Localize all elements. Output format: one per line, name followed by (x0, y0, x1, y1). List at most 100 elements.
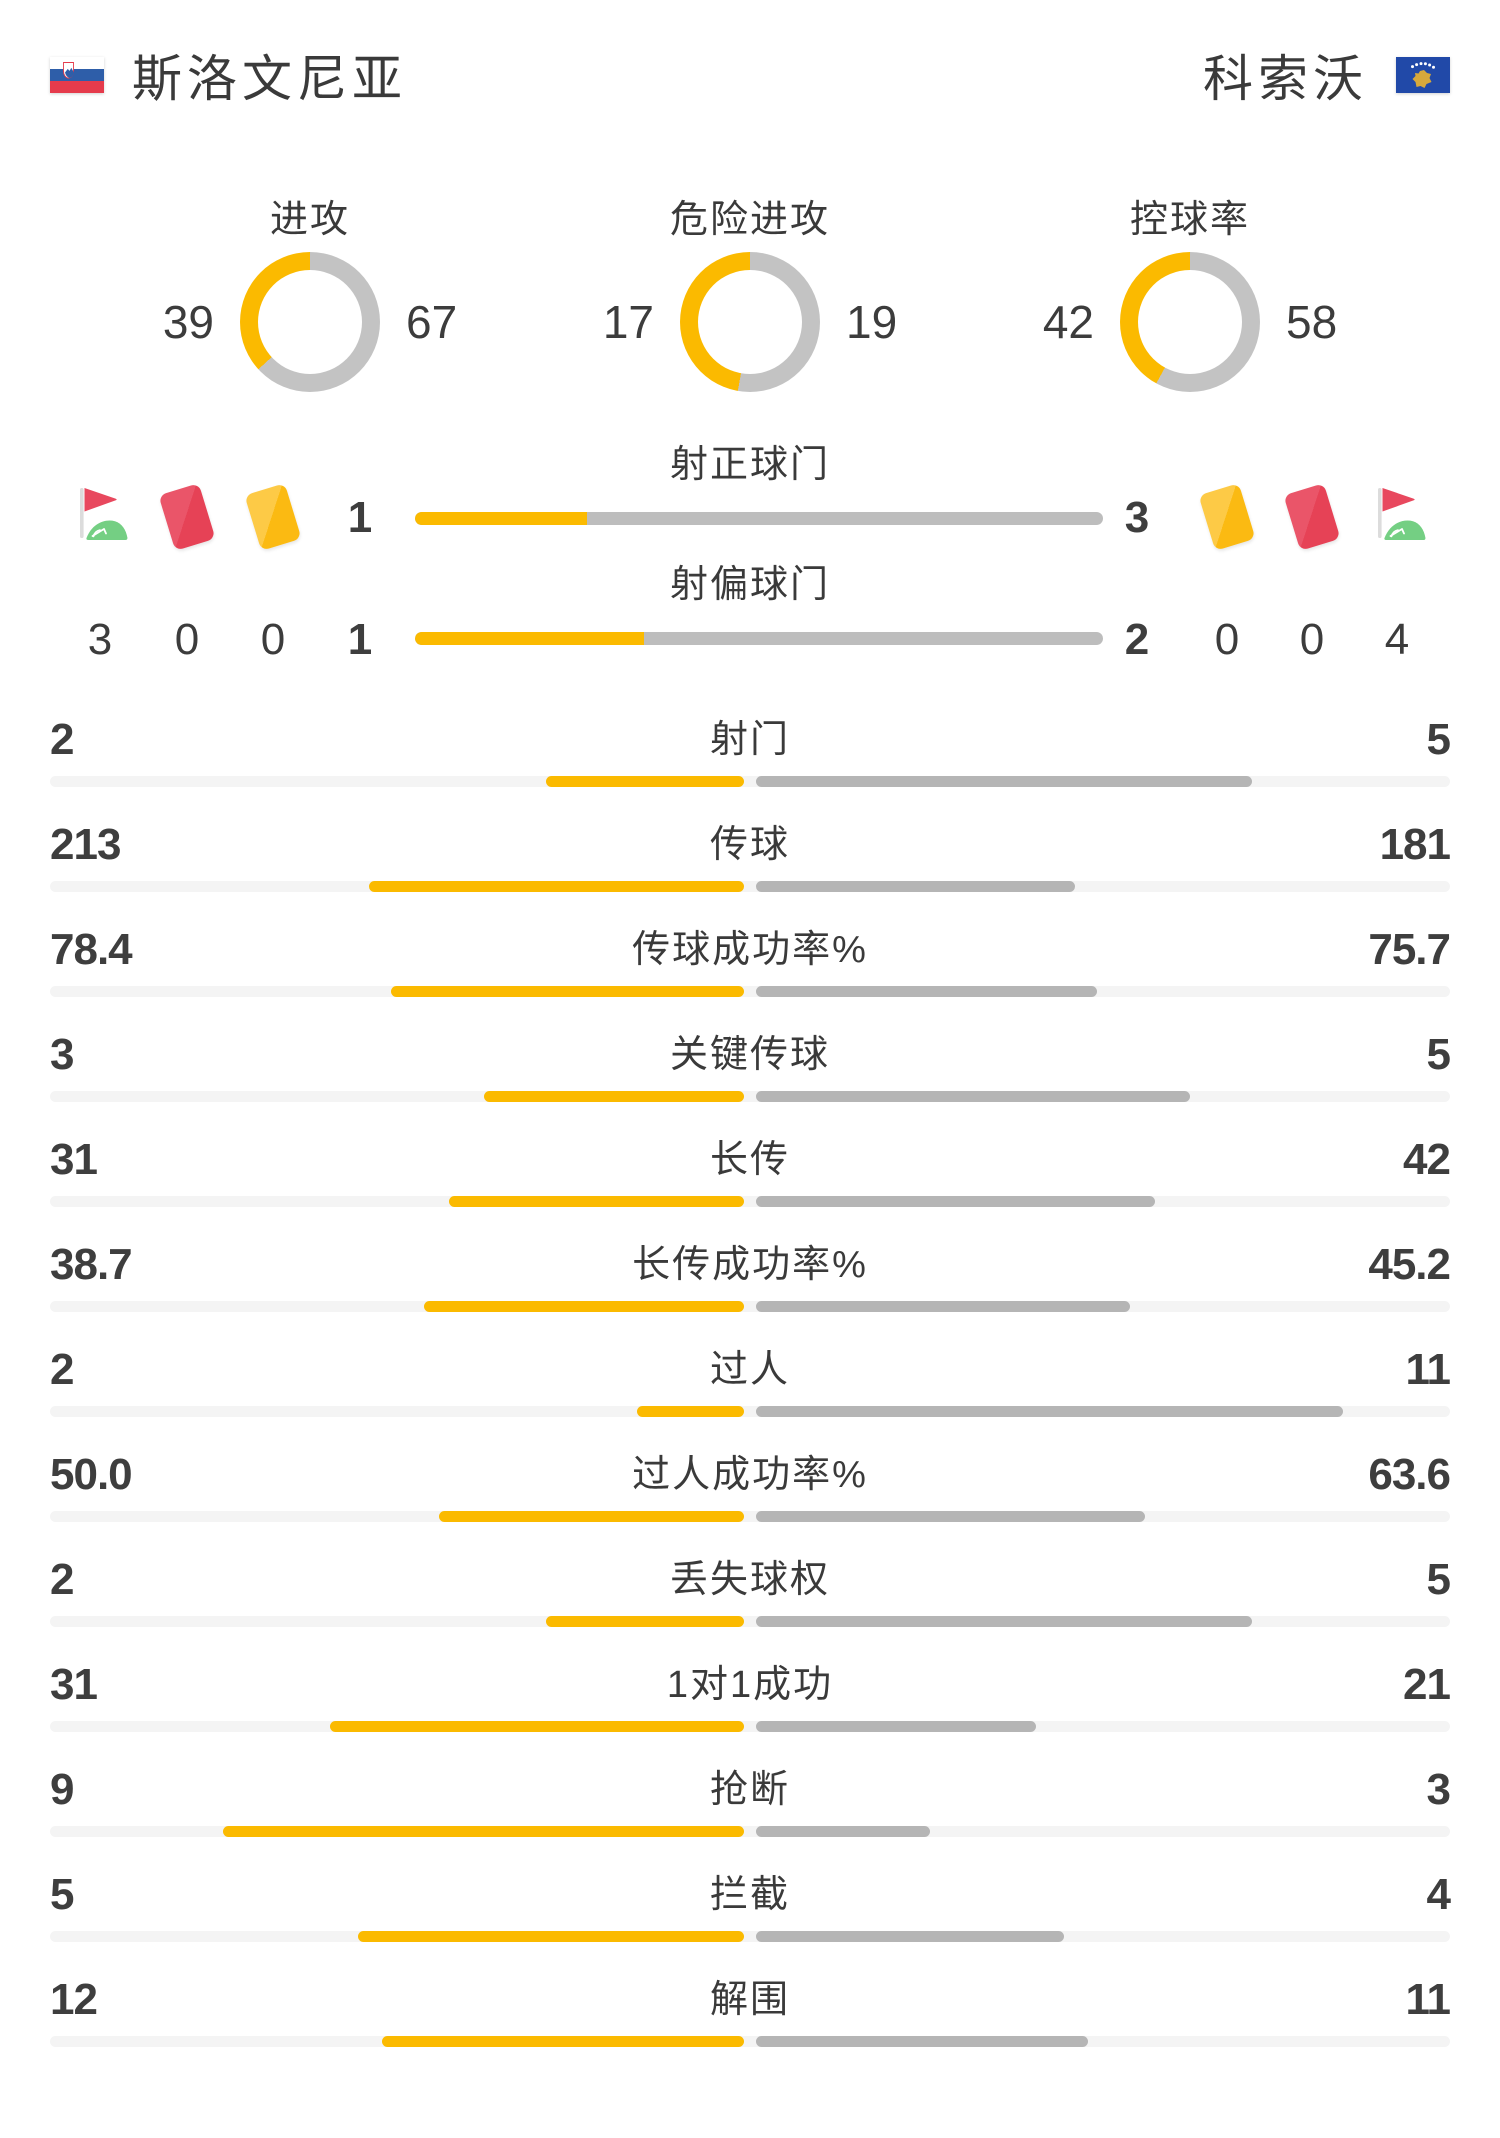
stat-home-value: 38.7 (50, 1240, 133, 1289)
home-yellow-cards-count: 0 (260, 615, 286, 664)
stat-away-fill (756, 1406, 1343, 1417)
stat-label: 射门 (709, 719, 790, 761)
stat-home-value: 3 (50, 1030, 75, 1079)
slovenia-flag-icon (50, 57, 104, 93)
shots-off-target-home-value: 1 (347, 615, 373, 664)
stat-away-value: 3 (1426, 1765, 1452, 1814)
possession-donut-chart (1120, 252, 1260, 392)
donut-dangerous-attacks-home-value: 17 (602, 296, 654, 348)
donut-attacks-row: 39 67 (80, 252, 540, 392)
stat-away-value: 11 (1405, 1975, 1451, 2024)
stat-bar-track (50, 1616, 1450, 1627)
stat-bar-track (50, 1511, 1450, 1522)
stat-away-value: 5 (1426, 1555, 1452, 1604)
shots-on-target-away-value: 3 (1124, 493, 1150, 542)
away-corner-flag-icon (1368, 486, 1426, 547)
stat-home-value: 12 (50, 1975, 98, 2024)
stat-away-fill (756, 1301, 1130, 1312)
home-team: 斯洛文尼亚 (50, 39, 407, 111)
stat-home-fill (484, 1091, 744, 1102)
stat-home-fill (382, 2036, 744, 2047)
shots-off-target-label: 射偏球门 (669, 564, 830, 606)
away-corners-count: 4 (1384, 615, 1410, 664)
stat-away-fill (756, 986, 1097, 997)
stat-away-fill (756, 1721, 1036, 1732)
stat-bar-track (50, 1721, 1450, 1732)
stat-row: 2 射门 5 (50, 715, 1452, 821)
stat-row: 3 关键传球 5 (50, 1030, 1452, 1136)
stat-row: 2 丢失球权 5 (50, 1555, 1452, 1661)
stat-away-value: 5 (1426, 1030, 1452, 1079)
stat-bar-track (50, 1826, 1450, 1837)
stat-away-value: 181 (1379, 820, 1451, 869)
stat-home-fill (439, 1511, 744, 1522)
stat-bar-track (50, 2036, 1450, 2047)
stat-bar-track (50, 1091, 1450, 1102)
donut-dangerous-attacks-label: 危险进攻 (669, 199, 830, 241)
stat-away-fill (756, 2036, 1088, 2047)
shots-off-target-away-value: 2 (1124, 615, 1150, 664)
stat-home-fill (637, 1406, 744, 1417)
donut-dangerous-attacks-row: 17 19 (520, 252, 980, 392)
stat-home-value: 78.4 (50, 925, 133, 974)
stat-home-fill (330, 1721, 744, 1732)
donut-dangerous-attacks-away-value: 19 (846, 296, 898, 348)
stat-home-fill (369, 881, 744, 892)
stat-bar-track (50, 881, 1450, 892)
stat-away-value: 45.2 (1368, 1240, 1451, 1289)
stat-away-value: 75.7 (1368, 925, 1451, 974)
donut-attacks: 进攻 39 67 (80, 195, 540, 392)
away-red-cards-count: 0 (1299, 615, 1325, 664)
kosovo-flag-icon (1396, 57, 1450, 93)
stat-home-value: 5 (50, 1870, 75, 1919)
stat-home-fill (358, 1931, 744, 1942)
stat-away-fill (756, 1091, 1190, 1102)
away-team: 科索沃 (1203, 39, 1450, 111)
donut-possession-home-value: 42 (1042, 296, 1094, 348)
stat-label: 长传 (709, 1139, 790, 1181)
stat-label: 传球 (709, 824, 790, 866)
stat-bar-track (50, 1196, 1450, 1207)
attacks-donut-chart (240, 252, 380, 392)
donut-possession: 控球率 42 58 (960, 195, 1420, 392)
stat-bar-track (50, 776, 1450, 787)
stat-row: 31 1对1成功 21 (50, 1660, 1451, 1766)
stat-bar-track (50, 986, 1450, 997)
stat-bar-track (50, 1301, 1450, 1312)
stat-away-fill (756, 776, 1252, 787)
stat-away-value: 21 (1403, 1660, 1451, 1709)
stat-label: 丢失球权 (669, 1559, 830, 1601)
stat-label: 1对1成功 (666, 1664, 834, 1706)
donut-possession-row: 42 58 (960, 252, 1420, 392)
stat-away-value: 5 (1426, 715, 1452, 764)
shots-section: 射正球门 射偏球门 (0, 440, 1500, 672)
stat-home-value: 2 (50, 1345, 75, 1394)
donut-charts-section: 进攻 39 67 危险进攻 17 19 控球率 42 58 (0, 195, 1500, 445)
stat-home-value: 213 (50, 820, 121, 869)
stat-home-fill (449, 1196, 744, 1207)
shots-on-target-label: 射正球门 (669, 444, 830, 486)
stat-label: 长传成功率% (632, 1244, 868, 1286)
shots-off-target-home-fill (415, 632, 645, 645)
home-red-cards-count: 0 (174, 615, 200, 664)
stat-rows-section: 2 射门 5 213 传球 181 78.4 传球成功率% 75.7 (50, 715, 1452, 2081)
shots-on-target-bar (415, 512, 1103, 525)
stat-away-fill (756, 1511, 1145, 1522)
stat-away-value: 4 (1426, 1870, 1452, 1919)
stat-label: 解围 (709, 1979, 790, 2021)
stat-row: 78.4 传球成功率% 75.7 (50, 925, 1451, 1031)
stat-row: 9 抢断 3 (50, 1765, 1452, 1871)
donut-dangerous-attacks: 危险进攻 17 19 (520, 195, 980, 392)
donut-possession-away-value: 58 (1286, 296, 1338, 348)
stat-home-value: 50.0 (50, 1450, 133, 1499)
stat-home-value: 9 (50, 1765, 75, 1814)
stat-away-fill (756, 1826, 930, 1837)
stat-away-fill (756, 1196, 1155, 1207)
shots-on-target-home-fill (415, 512, 587, 525)
stat-home-fill (223, 1826, 744, 1837)
stat-label: 抢断 (709, 1769, 790, 1811)
stat-label: 过人 (709, 1349, 790, 1391)
stat-home-fill (546, 776, 744, 787)
stat-away-value: 63.6 (1368, 1450, 1451, 1499)
donut-possession-label: 控球率 (1129, 199, 1250, 241)
